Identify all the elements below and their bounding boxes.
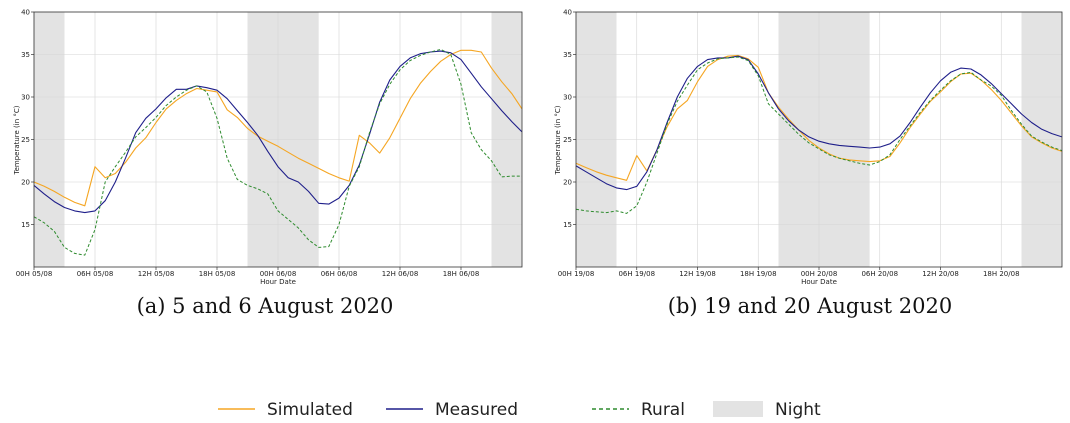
x-tick-label: 06H 06/08 — [321, 270, 358, 278]
x-tick-label: 12H 06/08 — [382, 270, 419, 278]
x-tick-label: 00H 19/08 — [558, 270, 595, 278]
y-tick-label: 25 — [21, 136, 30, 144]
y-tick-label: 35 — [563, 51, 572, 59]
caption-b: (b) 19 and 20 August 2020 — [668, 294, 952, 318]
legend-item-night: Night — [713, 400, 821, 420]
x-tick-label: 12H 19/08 — [679, 270, 716, 278]
grid-lines — [575, 11, 1062, 267]
y-axis-label: Temperature (in °C) — [13, 105, 21, 175]
y-tick-label: 35 — [21, 51, 30, 59]
series-lines — [576, 54, 1062, 214]
x-tick-labels: 00H 19/08 06H 19/08 12H 19/08 18H 19/08 00H … — [558, 267, 1020, 278]
legend: Simulated Measured Rural Night — [218, 400, 821, 420]
legend-item-measured: Measured — [386, 400, 518, 420]
y-tick-label: 20 — [563, 179, 572, 187]
x-tick-label: 18H 06/08 — [443, 270, 480, 278]
y-tick-label: 20 — [21, 179, 30, 187]
x-tick-label: 18H 20/08 — [983, 270, 1020, 278]
legend-item-rural: Rural — [592, 400, 685, 420]
grid-lines — [33, 11, 522, 267]
legend-swatch-night — [713, 401, 763, 417]
y-tick-label: 25 — [563, 136, 572, 144]
series-line-rural — [34, 48, 522, 256]
y-tick-label: 40 — [563, 9, 572, 17]
y-axis-label: Temperature (in °C) — [554, 105, 562, 175]
series-lines — [34, 48, 522, 256]
y-tick-labels: 15 20 25 30 35 40 — [563, 9, 576, 229]
x-tick-label: 06H 20/08 — [861, 270, 898, 278]
chart-panel-b: 15 20 25 30 35 40 00H 19/08 06H 19/08 12H 19/08… — [554, 9, 1063, 318]
x-tick-label: 00H 05/08 — [16, 270, 53, 278]
caption-a: (a) 5 and 6 August 2020 — [137, 294, 394, 318]
x-axis-label: Hour Date — [260, 278, 296, 286]
y-tick-label: 40 — [21, 9, 30, 17]
x-tick-label: 18H 05/08 — [199, 270, 236, 278]
legend-label-simulated: Simulated — [267, 400, 353, 420]
legend-label-rural: Rural — [641, 400, 685, 420]
series-line-measured — [34, 50, 522, 214]
x-tick-label: 12H 20/08 — [922, 270, 959, 278]
x-tick-label: 06H 05/08 — [77, 270, 114, 278]
series-line-simulated — [34, 49, 522, 207]
legend-label-measured: Measured — [435, 400, 518, 420]
x-tick-label: 00H 20/08 — [801, 270, 838, 278]
chart-panel-a: 15 20 25 30 35 40 00H 05/08 06H 05/08 12H 05/08… — [13, 9, 523, 318]
series-line-measured — [576, 55, 1062, 191]
x-tick-label: 00H 06/08 — [260, 270, 297, 278]
y-tick-label: 30 — [563, 94, 572, 102]
x-axis-label: Hour Date — [801, 278, 837, 286]
y-tick-label: 15 — [563, 221, 572, 229]
series-line-rural — [576, 56, 1062, 214]
x-tick-labels: 00H 05/08 06H 05/08 12H 05/08 18H 05/08 00H … — [16, 267, 480, 278]
x-tick-label: 06H 19/08 — [618, 270, 655, 278]
x-tick-label: 18H 19/08 — [740, 270, 777, 278]
y-tick-label: 30 — [21, 94, 30, 102]
legend-item-simulated: Simulated — [218, 400, 353, 420]
y-tick-labels: 15 20 25 30 35 40 — [21, 9, 34, 229]
x-tick-label: 12H 05/08 — [138, 270, 175, 278]
y-tick-label: 15 — [21, 221, 30, 229]
legend-label-night: Night — [775, 400, 821, 420]
